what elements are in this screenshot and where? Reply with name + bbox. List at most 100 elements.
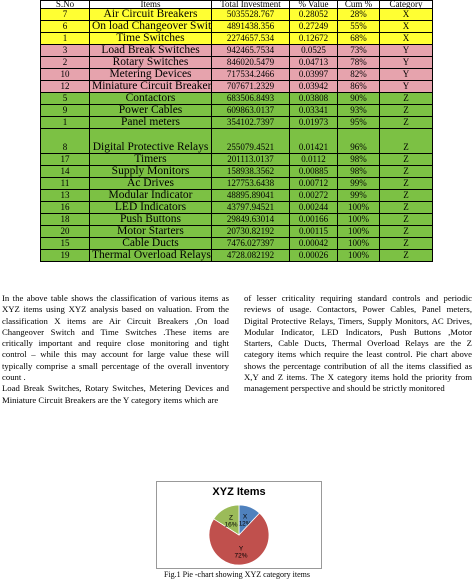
cell-investment: 609863.0137 bbox=[211, 104, 290, 117]
cell-item: Supply Monitors bbox=[89, 165, 212, 178]
pie-slices: X12% Y72% Z16% bbox=[208, 504, 270, 566]
cell-investment: 7476.027397 bbox=[211, 237, 290, 250]
cell-category: Y bbox=[379, 56, 433, 69]
cell-sno: 10 bbox=[40, 68, 90, 81]
cell-category: X bbox=[379, 20, 433, 33]
cell-percent-value: 0.0525 bbox=[289, 44, 338, 57]
cell-percent-value: 0.03341 bbox=[289, 104, 338, 117]
cell-percent-value: 0.12672 bbox=[289, 32, 338, 45]
cell-category: Z bbox=[379, 153, 433, 166]
body-text-right-column: of lesser criticality requiring standard… bbox=[244, 293, 472, 395]
table-row: 16 LED Indicators 43797.94521 0.00244 100% Z bbox=[40, 201, 433, 214]
cell-investment: 354102.7397 bbox=[211, 116, 290, 129]
table-row: 1 Time Switches 2274657.534 0.12672 68% X bbox=[40, 32, 433, 45]
cell-cum-percent: 99% bbox=[337, 177, 380, 190]
cell-cum-percent: 82% bbox=[337, 68, 380, 81]
cell-sno: 17 bbox=[40, 153, 90, 166]
table-row: 8 Digital Protective Relays 255079.4521 0.0… bbox=[40, 128, 433, 154]
table-row: 15 Cable Ducts 7476.027397 0.00042 100% Z bbox=[40, 237, 433, 250]
cell-investment: 4728.082192 bbox=[211, 249, 290, 262]
cell-investment: 4891438.356 bbox=[211, 20, 290, 33]
cell-sno: 15 bbox=[40, 237, 90, 250]
xyz-classification-table: S.No Items Total Investment % Value Cum … bbox=[40, 0, 433, 262]
cell-item: Panel meters bbox=[89, 116, 212, 129]
paragraph-z-items: of lesser criticality requiring standard… bbox=[244, 293, 472, 394]
cell-item: Timers bbox=[89, 153, 212, 166]
cell-investment: 255079.4521 bbox=[211, 128, 290, 154]
header-category: Category bbox=[379, 0, 433, 9]
cell-percent-value: 0.00026 bbox=[289, 249, 338, 262]
table-row: 1 Panel meters 354102.7397 0.01973 95% Z bbox=[40, 116, 433, 129]
cell-sno: 9 bbox=[40, 104, 90, 117]
cell-category: Y bbox=[379, 44, 433, 57]
cell-sno: 11 bbox=[40, 177, 90, 190]
table-row: 10 Metering Devices 717534.2466 0.03997 82% Y bbox=[40, 68, 433, 81]
cell-item: Thermal Overload Relays bbox=[89, 249, 212, 262]
cell-category: Z bbox=[379, 177, 433, 190]
cell-sno: 18 bbox=[40, 213, 90, 226]
cell-investment: 707671.2329 bbox=[211, 80, 290, 93]
figure-caption: Fig.1 Pie -chart showing XYZ category it… bbox=[164, 570, 310, 579]
pie-chart: XYZ Items X12% Y72% Z16% bbox=[208, 486, 270, 566]
cell-investment: 29849.63014 bbox=[211, 213, 290, 226]
cell-cum-percent: 99% bbox=[337, 189, 380, 202]
cell-item: Air Circuit Breakers bbox=[89, 8, 212, 21]
cell-item: Miniature Circuit Breakers bbox=[89, 80, 212, 93]
cell-percent-value: 0.03808 bbox=[289, 92, 338, 105]
table-row: 13 Modular Indicator 48895.89041 0.00272 99%… bbox=[40, 189, 433, 202]
table-row: 6 On load Changeover Switch 4891438.356 0.2… bbox=[40, 20, 433, 33]
cell-percent-value: 0.00166 bbox=[289, 213, 338, 226]
table-row: 2 Rotary Switches 846020.5479 0.04713 78% Y bbox=[40, 56, 433, 69]
header-total-investment: Total Investment bbox=[211, 0, 290, 9]
cell-percent-value: 0.00712 bbox=[289, 177, 338, 190]
cell-percent-value: 0.01421 bbox=[289, 128, 338, 154]
pie-percent-y: 72% bbox=[235, 552, 248, 559]
pie-label-y: Y bbox=[239, 545, 244, 552]
table-row: 18 Push Buttons 29849.63014 0.00166 100% Z bbox=[40, 213, 433, 226]
cell-cum-percent: 100% bbox=[337, 213, 380, 226]
cell-investment: 942465.7534 bbox=[211, 44, 290, 57]
cell-sno: 6 bbox=[40, 20, 90, 33]
cell-sno: 13 bbox=[40, 189, 90, 202]
cell-investment: 717534.2466 bbox=[211, 68, 290, 81]
cell-percent-value: 0.00272 bbox=[289, 189, 338, 202]
cell-percent-value: 0.00885 bbox=[289, 165, 338, 178]
header-sno: S.No bbox=[40, 0, 90, 9]
pie-percent-x: 12% bbox=[239, 521, 252, 528]
cell-sno: 16 bbox=[40, 201, 90, 214]
table-body: 7 Air Circuit Breakers 5035528.767 0.28052 2… bbox=[40, 8, 433, 262]
cell-cum-percent: 98% bbox=[337, 165, 380, 178]
cell-category: Z bbox=[379, 237, 433, 250]
cell-cum-percent: 73% bbox=[337, 44, 380, 57]
cell-category: Y bbox=[379, 80, 433, 93]
pie-chart-figure: XYZ Items X 12% Y 72% Z 16% bbox=[156, 481, 322, 569]
cell-item: Rotary Switches bbox=[89, 56, 212, 69]
paragraph-x-items: In the above table shows the classificat… bbox=[2, 293, 229, 383]
cell-cum-percent: 95% bbox=[337, 116, 380, 129]
cell-investment: 846020.5479 bbox=[211, 56, 290, 69]
cell-investment: 20730.82192 bbox=[211, 225, 290, 238]
cell-category: Z bbox=[379, 225, 433, 238]
cell-cum-percent: 96% bbox=[337, 128, 380, 154]
cell-sno: 2 bbox=[40, 56, 90, 69]
cell-sno: 14 bbox=[40, 165, 90, 178]
table-row: 9 Power Cables 609863.0137 0.03341 93% Z bbox=[40, 104, 433, 117]
cell-cum-percent: 100% bbox=[337, 201, 380, 214]
cell-category: Z bbox=[379, 213, 433, 226]
cell-percent-value: 0.03997 bbox=[289, 68, 338, 81]
cell-cum-percent: 78% bbox=[337, 56, 380, 69]
cell-category: Z bbox=[379, 189, 433, 202]
cell-cum-percent: 68% bbox=[337, 32, 380, 45]
cell-item: Cable Ducts bbox=[89, 237, 212, 250]
cell-category: Z bbox=[379, 104, 433, 117]
cell-item: Metering Devices bbox=[89, 68, 212, 81]
table-row: 7 Air Circuit Breakers 5035528.767 0.28052 2… bbox=[40, 8, 433, 21]
table-row: 5 Contactors 683506.8493 0.03808 90% Z bbox=[40, 92, 433, 105]
cell-investment: 127753.6438 bbox=[211, 177, 290, 190]
cell-cum-percent: 98% bbox=[337, 153, 380, 166]
pie-label-x: X bbox=[243, 514, 248, 521]
cell-percent-value: 0.00115 bbox=[289, 225, 338, 238]
cell-item: Modular Indicator bbox=[89, 189, 212, 202]
cell-investment: 43797.94521 bbox=[211, 201, 290, 214]
header-items: Items bbox=[89, 0, 212, 9]
